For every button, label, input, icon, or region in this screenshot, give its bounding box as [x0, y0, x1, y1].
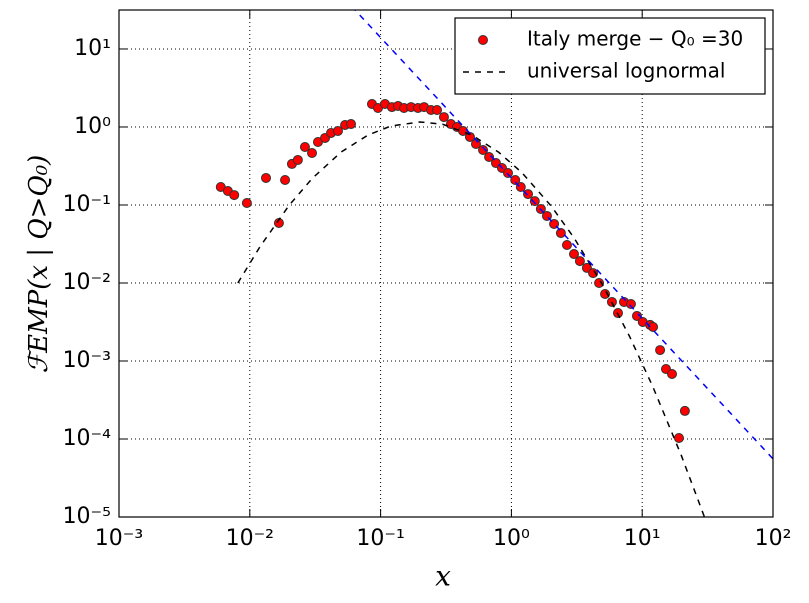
data-point	[478, 144, 489, 155]
data-point	[280, 175, 291, 186]
x-tick-label: 10⁻²	[226, 526, 274, 551]
data-point	[510, 175, 521, 186]
data-point	[679, 405, 690, 416]
y-tick-label: 10⁻⁵	[63, 504, 111, 529]
data-point	[568, 249, 579, 260]
x-tick-label: 10⁰	[493, 526, 530, 551]
legend-marker	[478, 35, 488, 45]
data-point	[574, 256, 585, 267]
data-point	[561, 239, 572, 250]
data-point	[299, 141, 310, 152]
data-point	[648, 321, 659, 332]
y-tick-label: 10¹	[74, 36, 111, 61]
data-point	[631, 310, 642, 321]
data-point	[555, 228, 566, 239]
y-tick-label: 10⁻¹	[63, 192, 111, 217]
data-point	[229, 190, 240, 201]
plot-frame	[118, 9, 774, 518]
data-point	[600, 288, 611, 299]
data-point	[655, 345, 666, 356]
data-point	[529, 196, 540, 207]
y-tick-label: 10⁻²	[63, 270, 111, 295]
x-tick-label: 10¹	[624, 526, 661, 551]
data-point	[438, 112, 449, 123]
plot-area	[215, 10, 773, 517]
data-point	[594, 277, 605, 288]
y-tick-label: 10⁻⁴	[63, 426, 112, 451]
x-tick-label: 10²	[755, 526, 792, 551]
data-point	[346, 119, 357, 130]
data-point	[673, 432, 684, 443]
data-point	[667, 369, 678, 380]
data-point	[273, 217, 284, 228]
y-axis-label: ℱEMP(x | Q>Q₀)	[24, 155, 54, 374]
y-tick-label: 10⁻³	[63, 348, 111, 373]
y-tick-label: 10⁰	[74, 114, 111, 139]
data-point	[432, 105, 443, 116]
data-point	[292, 154, 303, 165]
x-axis-label: x	[435, 560, 451, 593]
data-point	[503, 168, 514, 179]
data-point	[484, 152, 495, 163]
legend-label: universal lognormal	[527, 59, 725, 83]
x-tick-label: 10⁻¹	[356, 526, 404, 551]
data-point	[307, 147, 318, 158]
legend-box	[454, 17, 766, 95]
data-point	[625, 298, 636, 309]
data-point	[588, 268, 599, 279]
legend-label: Italy merge − Q₀ =30	[527, 27, 743, 51]
data-point	[241, 198, 252, 209]
x-tick-label: 10⁻³	[95, 526, 143, 551]
data-point	[260, 172, 271, 183]
line	[237, 121, 706, 517]
data-point	[332, 125, 343, 136]
data-point	[523, 189, 534, 200]
